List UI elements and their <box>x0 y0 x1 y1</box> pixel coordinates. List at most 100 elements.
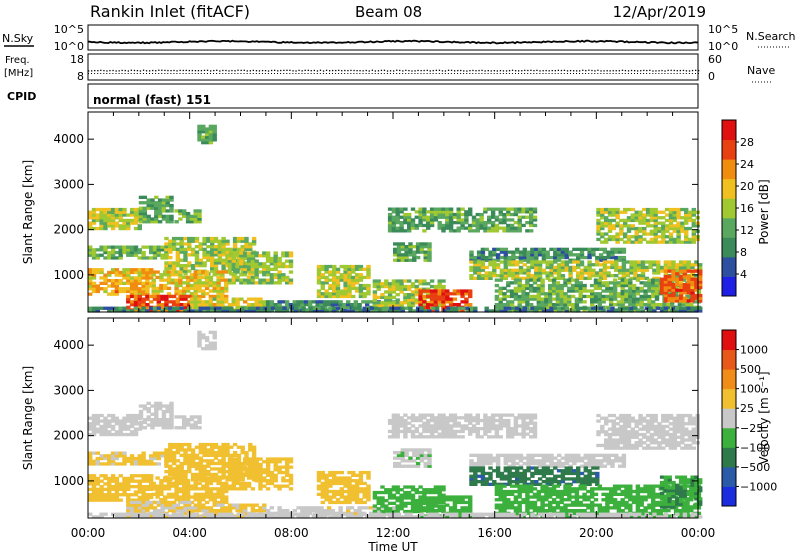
heatmap-cell <box>672 216 677 220</box>
nave-dot <box>679 73 681 74</box>
heatmap-cell <box>545 276 550 280</box>
heatmap-cell <box>541 258 547 262</box>
heatmap-cell <box>160 253 165 257</box>
heatmap-cell <box>553 260 558 264</box>
heatmap-cell <box>387 295 393 299</box>
nave-dot <box>380 73 382 74</box>
nave-dot <box>450 73 452 74</box>
heatmap-cell <box>254 460 259 464</box>
heatmap-cell <box>530 247 535 251</box>
heatmap-cell <box>427 247 432 251</box>
heatmap-cell <box>602 263 608 267</box>
nave-dot <box>698 73 699 74</box>
heatmap-cell <box>358 273 364 277</box>
heatmap-cell <box>232 459 238 463</box>
heatmap-cell <box>602 274 608 278</box>
heatmap-cell <box>483 207 488 211</box>
heatmap-cell <box>583 265 588 270</box>
heatmap-cell <box>175 472 181 477</box>
heatmap-cell <box>570 305 576 309</box>
colorbar-tick-label: 4 <box>740 268 747 281</box>
heatmap-cell <box>448 212 454 217</box>
heatmap-cell <box>208 481 214 486</box>
heatmap-cell <box>499 271 505 275</box>
heatmap-cell <box>258 303 263 307</box>
heatmap-cell <box>285 465 290 469</box>
heatmap-cell <box>324 292 329 296</box>
nave-dot <box>582 73 584 74</box>
heatmap-cell <box>590 283 595 288</box>
heatmap-cell <box>88 250 93 255</box>
heatmap-cell <box>182 214 187 218</box>
heatmap-cell <box>129 474 135 478</box>
heatmap-cell <box>639 303 644 307</box>
heatmap-cell <box>490 207 496 211</box>
heatmap-cell <box>403 229 408 233</box>
nave-dot <box>527 73 529 74</box>
nave-dot <box>487 73 489 74</box>
heatmap-cell <box>442 309 447 313</box>
freq-dot <box>155 70 157 72</box>
heatmap-cell <box>579 250 585 254</box>
heatmap-cell <box>639 294 644 299</box>
heatmap-cell <box>620 292 625 296</box>
heatmap-cell <box>653 229 658 233</box>
heatmap-cell <box>168 264 173 268</box>
heatmap-cell <box>649 224 655 228</box>
heatmap-cell <box>187 448 192 452</box>
heatmap-cell <box>620 283 625 288</box>
heatmap-cell <box>602 265 608 270</box>
heatmap-cell <box>146 401 151 405</box>
heatmap-cell <box>395 301 400 305</box>
heatmap-cell <box>651 278 656 282</box>
heatmap-cell <box>165 209 170 213</box>
heatmap-cell <box>653 232 658 236</box>
colorbar-tick-label: 24 <box>740 158 754 171</box>
heatmap-cell <box>652 260 657 264</box>
heatmap-cell <box>152 294 158 299</box>
nave-dot <box>688 73 690 74</box>
freq-dot <box>460 69 462 72</box>
heatmap-cell <box>517 207 522 211</box>
heatmap-cell <box>391 223 397 228</box>
heatmap-cell <box>277 256 282 261</box>
heatmap-cell <box>198 272 203 276</box>
heatmap-cell <box>169 420 174 424</box>
heatmap-cell <box>129 493 135 497</box>
heatmap-cell <box>217 258 222 262</box>
nave-dot <box>258 73 260 74</box>
heatmap-cell <box>437 292 442 296</box>
heatmap-cell <box>615 213 620 217</box>
nave-dot <box>359 73 361 74</box>
heatmap-cell <box>645 232 651 236</box>
heatmap-cell <box>137 256 142 260</box>
heatmap-cell <box>169 214 174 218</box>
freq-dot <box>109 69 111 72</box>
heatmap-cell <box>488 271 493 275</box>
heatmap-cell <box>509 300 515 304</box>
heatmap-cell <box>198 456 203 460</box>
heatmap-cell <box>509 281 515 285</box>
heatmap-cell <box>204 273 210 277</box>
heatmap-cell <box>529 286 534 290</box>
heatmap-cell <box>197 297 202 301</box>
heatmap-cell <box>254 259 259 263</box>
heatmap-cell <box>168 467 173 471</box>
heatmap-cell <box>149 459 154 463</box>
heatmap-cell <box>174 481 179 486</box>
heatmap-cell <box>159 481 164 486</box>
heatmap-cell <box>114 495 120 500</box>
heatmap-cell <box>285 470 290 475</box>
heatmap-cell <box>126 503 131 507</box>
heatmap-cell <box>637 276 642 280</box>
heatmap-cell <box>649 218 655 223</box>
heatmap-cell <box>488 274 493 278</box>
heatmap-cell <box>103 432 108 437</box>
heatmap-cell <box>277 468 282 472</box>
heatmap-cell <box>316 281 322 285</box>
heatmap-cell <box>656 263 661 267</box>
heatmap-cell <box>316 306 322 310</box>
heatmap-cell <box>166 292 172 296</box>
heatmap-cell <box>604 207 609 212</box>
heatmap-cell <box>671 291 676 295</box>
